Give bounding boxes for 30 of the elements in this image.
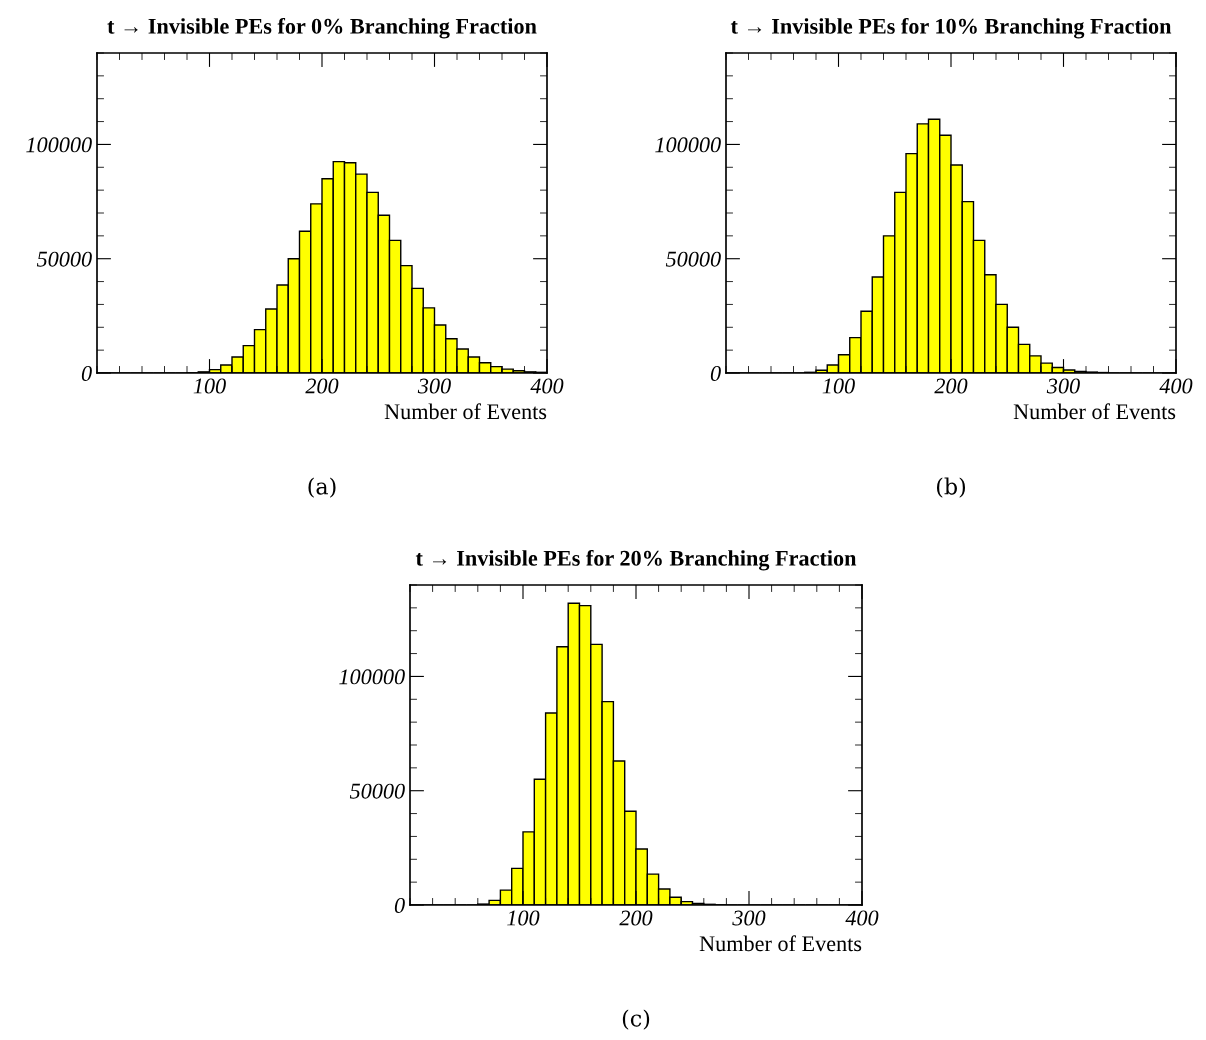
y-tick-label: 100000 bbox=[655, 137, 721, 153]
y-tick-label: 0 bbox=[81, 365, 92, 381]
chart-title: t → Invisible PEs for 20% Branching Fraction bbox=[415, 549, 857, 571]
text: (a) bbox=[308, 477, 336, 498]
x-tick-label: 400 bbox=[1159, 378, 1193, 394]
chart-title: t → Invisible PEs for 0% Branching Fraction bbox=[107, 17, 537, 39]
y-tick-label: 0 bbox=[710, 365, 721, 381]
x-tick-label: 200 bbox=[305, 378, 339, 394]
x-tick-label: 200 bbox=[934, 378, 968, 394]
chart-title: t → Invisible PEs for 10% Branching Fraction bbox=[730, 17, 1172, 39]
y-tick-label: 50000 bbox=[349, 783, 405, 799]
x-axis-title: Number of Events bbox=[699, 935, 862, 952]
x-axis-title: Number of Events bbox=[384, 403, 547, 420]
text: (c) bbox=[622, 1009, 650, 1030]
x-tick-label: 300 bbox=[417, 378, 451, 394]
x-tick-label: 300 bbox=[1046, 378, 1080, 394]
x-tick-label: 100 bbox=[507, 910, 540, 926]
x-axis-title: Number of Events bbox=[1013, 403, 1176, 420]
y-tick-label: 50000 bbox=[36, 251, 92, 267]
x-tick-label: 300 bbox=[732, 910, 766, 926]
x-tick-label: 200 bbox=[619, 910, 653, 926]
x-tick-label: 100 bbox=[822, 378, 855, 394]
y-tick-label: 0 bbox=[394, 897, 405, 913]
y-tick-label: 100000 bbox=[339, 669, 405, 685]
y-tick-label: 100000 bbox=[26, 137, 92, 153]
x-tick-label: 400 bbox=[530, 378, 564, 394]
text: (b) bbox=[936, 477, 966, 498]
x-tick-label: 400 bbox=[845, 910, 879, 926]
y-tick-label: 50000 bbox=[665, 251, 721, 267]
x-tick-label: 100 bbox=[193, 378, 226, 394]
